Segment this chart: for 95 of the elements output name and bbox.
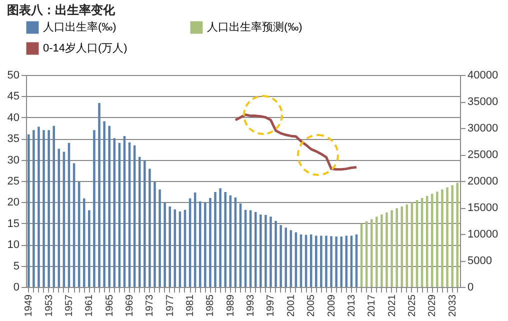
x-tick-label: 2013 bbox=[346, 294, 358, 317]
bar bbox=[164, 202, 166, 287]
bar bbox=[48, 130, 50, 287]
bar bbox=[390, 210, 393, 287]
x-tick-label: 2025 bbox=[406, 294, 418, 317]
bar bbox=[376, 216, 378, 287]
bar bbox=[28, 134, 30, 287]
bar bbox=[148, 168, 151, 287]
bar bbox=[103, 121, 106, 287]
x-tick-label: 1989 bbox=[225, 294, 236, 317]
y-tick-label: 15 bbox=[7, 218, 20, 230]
legend-label: 人口出生率(‰) bbox=[43, 20, 116, 34]
x-tick-label: 2021 bbox=[386, 294, 398, 317]
bar bbox=[386, 212, 388, 287]
y-tick-label: 35 bbox=[7, 133, 20, 146]
bar bbox=[42, 130, 45, 287]
x-tick-label: 1961 bbox=[84, 294, 96, 317]
x-tick-label: 2009 bbox=[326, 294, 338, 317]
y2-tick-label: 20000 bbox=[468, 176, 498, 188]
bar bbox=[98, 102, 100, 287]
y2-tick-label: 35000 bbox=[468, 96, 498, 108]
legend-label: 人口出生率预测(‰) bbox=[207, 20, 302, 34]
y-tick-label: 25 bbox=[7, 176, 20, 188]
bar bbox=[198, 201, 202, 287]
bar bbox=[446, 187, 448, 287]
bar bbox=[431, 194, 434, 287]
x-tick-label: 1949 bbox=[24, 294, 35, 317]
x-tick-label: 2005 bbox=[306, 294, 318, 317]
bar bbox=[456, 182, 458, 287]
x-tick-label: 1953 bbox=[44, 294, 55, 317]
x-tick-label: 2029 bbox=[427, 294, 438, 317]
y-tick-label: 10 bbox=[7, 239, 20, 252]
y2-tick-label: 25000 bbox=[468, 149, 498, 161]
y2-tick-label: 5000 bbox=[468, 255, 492, 267]
bar bbox=[144, 160, 146, 287]
x-tick-label: 1977 bbox=[164, 294, 176, 317]
y-tick-label: 50 bbox=[7, 70, 20, 82]
bar bbox=[436, 192, 438, 287]
bar bbox=[88, 210, 90, 287]
x-tick-label: 2033 bbox=[447, 294, 458, 317]
bar bbox=[264, 214, 267, 287]
bar bbox=[158, 189, 161, 287]
bar bbox=[52, 126, 55, 287]
y-tick-label: 20 bbox=[7, 196, 20, 209]
y2-tick-label: 0 bbox=[468, 282, 474, 294]
bar bbox=[396, 208, 398, 287]
bar bbox=[335, 236, 338, 287]
y2-tick-label: 30000 bbox=[468, 122, 498, 134]
x-tick-label: 1993 bbox=[246, 294, 257, 317]
chart-title: 图表八：出生率变化 bbox=[6, 3, 116, 17]
bar bbox=[400, 206, 404, 287]
y-tick-label: 0 bbox=[13, 282, 20, 294]
bar bbox=[204, 202, 206, 287]
x-tick-label: 1985 bbox=[205, 294, 216, 317]
line-series bbox=[234, 114, 358, 171]
legend-label: 0-14岁人口(万人) bbox=[43, 42, 128, 54]
y2-tick-label: 40000 bbox=[468, 70, 498, 82]
bar bbox=[224, 192, 226, 287]
x-tick-label: 1969 bbox=[124, 294, 136, 317]
bar bbox=[209, 198, 212, 287]
bar bbox=[380, 214, 383, 287]
bar bbox=[325, 236, 328, 287]
bar bbox=[441, 189, 444, 287]
x-tick-label: 1981 bbox=[185, 294, 196, 317]
bar bbox=[82, 198, 86, 287]
x-tick-label: 2017 bbox=[366, 294, 378, 317]
bar bbox=[270, 216, 272, 287]
bar bbox=[260, 214, 262, 287]
x-tick-label: 1965 bbox=[104, 294, 116, 317]
x-tick-label: 2001 bbox=[286, 294, 297, 317]
x-tick-label: 1957 bbox=[64, 294, 75, 317]
bar bbox=[168, 206, 172, 287]
bar bbox=[340, 236, 342, 287]
bar bbox=[219, 188, 222, 287]
bar bbox=[280, 225, 282, 287]
bar bbox=[93, 130, 96, 287]
bar bbox=[451, 185, 454, 287]
bar bbox=[108, 126, 110, 287]
bar bbox=[330, 236, 332, 287]
x-tick-label: 1997 bbox=[266, 294, 277, 317]
bar bbox=[214, 192, 216, 287]
y2-tick-label: 15000 bbox=[468, 202, 498, 214]
bar bbox=[320, 236, 322, 287]
x-tick-label: 1973 bbox=[144, 294, 156, 317]
y-tick-label: 30 bbox=[7, 154, 20, 166]
y-tick-label: 5 bbox=[13, 260, 20, 272]
bar bbox=[154, 182, 156, 287]
bar bbox=[314, 236, 318, 287]
y2-tick-label: 10000 bbox=[468, 228, 498, 240]
bar bbox=[274, 220, 277, 287]
bar bbox=[32, 130, 35, 287]
y-tick-label: 40 bbox=[7, 112, 20, 124]
bar bbox=[284, 228, 288, 287]
bar bbox=[38, 126, 40, 287]
y-tick-label: 45 bbox=[7, 90, 20, 103]
